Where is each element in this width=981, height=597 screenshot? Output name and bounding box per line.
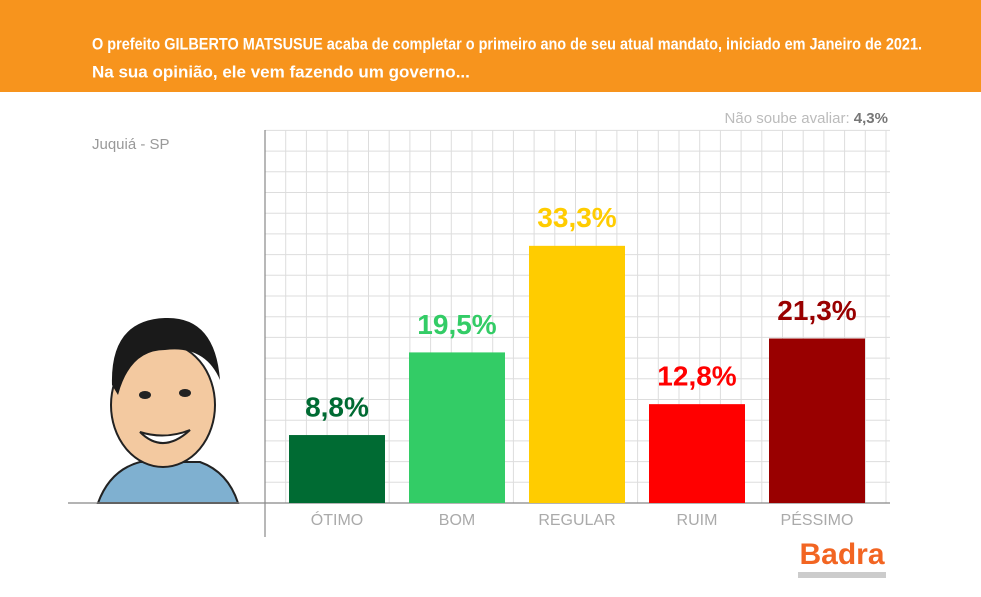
- x-tick-label: BOM: [439, 512, 475, 529]
- bar: [769, 338, 865, 503]
- note-label: Não soube avaliar:: [725, 110, 850, 127]
- brand-logo: Badra: [799, 538, 884, 571]
- value-label: 21,3%: [777, 295, 856, 326]
- caricature: [96, 317, 240, 504]
- value-label: 19,5%: [417, 309, 496, 340]
- x-tick-label: REGULAR: [538, 512, 615, 529]
- note-value: 4,3%: [854, 110, 888, 127]
- chart-subtitle: Na sua opinião, ele vem fazendo um gover…: [92, 62, 470, 81]
- bar: [529, 245, 625, 504]
- bar: [649, 404, 745, 503]
- bar: [409, 352, 505, 503]
- x-tick-label: PÉSSIMO: [781, 510, 854, 529]
- x-tick-label: RUIM: [677, 512, 718, 529]
- header-band: [0, 0, 981, 92]
- brand-bar: [798, 572, 886, 578]
- location: Juquiá - SP: [92, 136, 170, 153]
- value-label: 12,8%: [657, 361, 736, 392]
- x-tick-label: ÓTIMO: [311, 510, 363, 529]
- note: Não soube avaliar: 4,3%: [725, 110, 888, 127]
- chart-title: O prefeito GILBERTO MATSUSUE acaba de co…: [92, 34, 922, 53]
- bar: [289, 435, 385, 503]
- value-label: 8,8%: [305, 391, 369, 422]
- value-label: 33,3%: [537, 202, 616, 233]
